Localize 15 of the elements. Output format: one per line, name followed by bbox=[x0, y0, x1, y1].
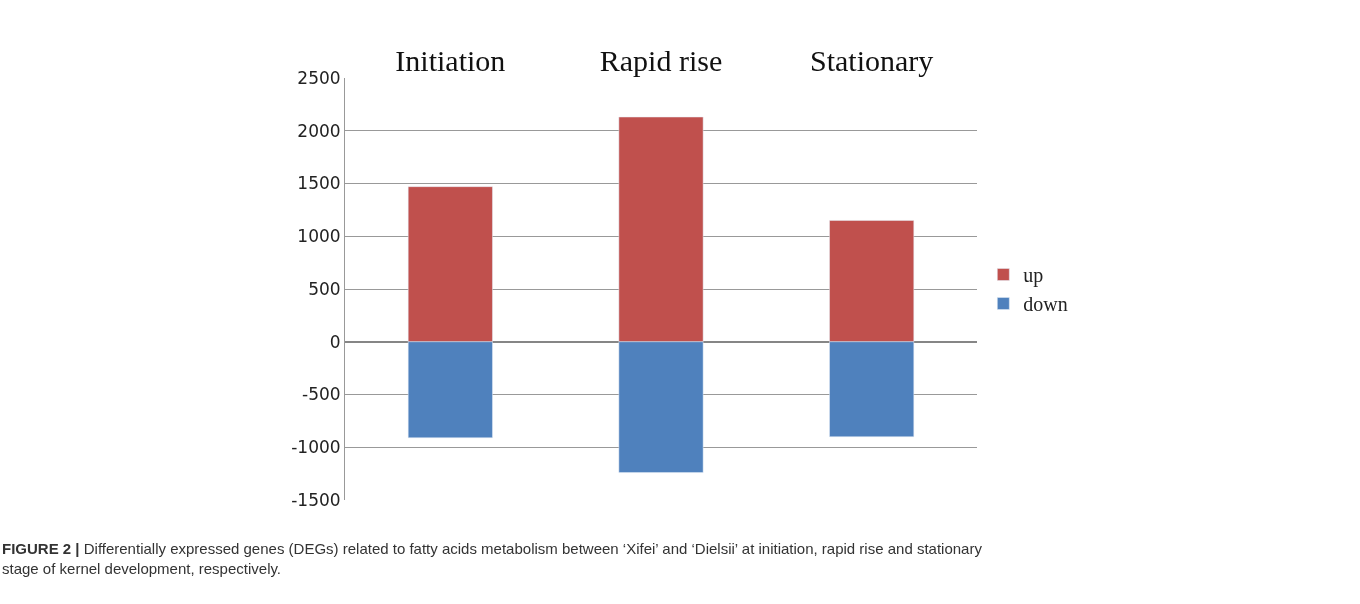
x-tick-label: Rapid rise bbox=[599, 44, 723, 77]
y-tick-label: 2500 bbox=[297, 67, 341, 88]
x-tick-label: Initiation bbox=[395, 44, 506, 77]
y-tick-label: -1500 bbox=[291, 489, 341, 510]
y-tick-label: 500 bbox=[308, 278, 341, 299]
y-tick-label: 0 bbox=[329, 331, 341, 352]
x-tick-label: Stationary bbox=[810, 44, 934, 77]
legend-label: down bbox=[1023, 293, 1068, 316]
y-tick-label: 1000 bbox=[297, 226, 341, 247]
y-tick-label: -500 bbox=[302, 384, 341, 405]
y-tick-label: 1500 bbox=[297, 173, 341, 194]
y-tick-label: -1000 bbox=[291, 437, 341, 458]
legend-label: up bbox=[1023, 264, 1044, 288]
y-tick-label: 2000 bbox=[297, 120, 341, 141]
caption: FIGURE 2 | Differentially expressed genes (DEGs) related to fatty acids metabolism between ‘Xifei’ and ‘Dielsii’ at initiation, rapid rise and stationary stage of kernel development, respectively. bbox=[2, 540, 983, 577]
